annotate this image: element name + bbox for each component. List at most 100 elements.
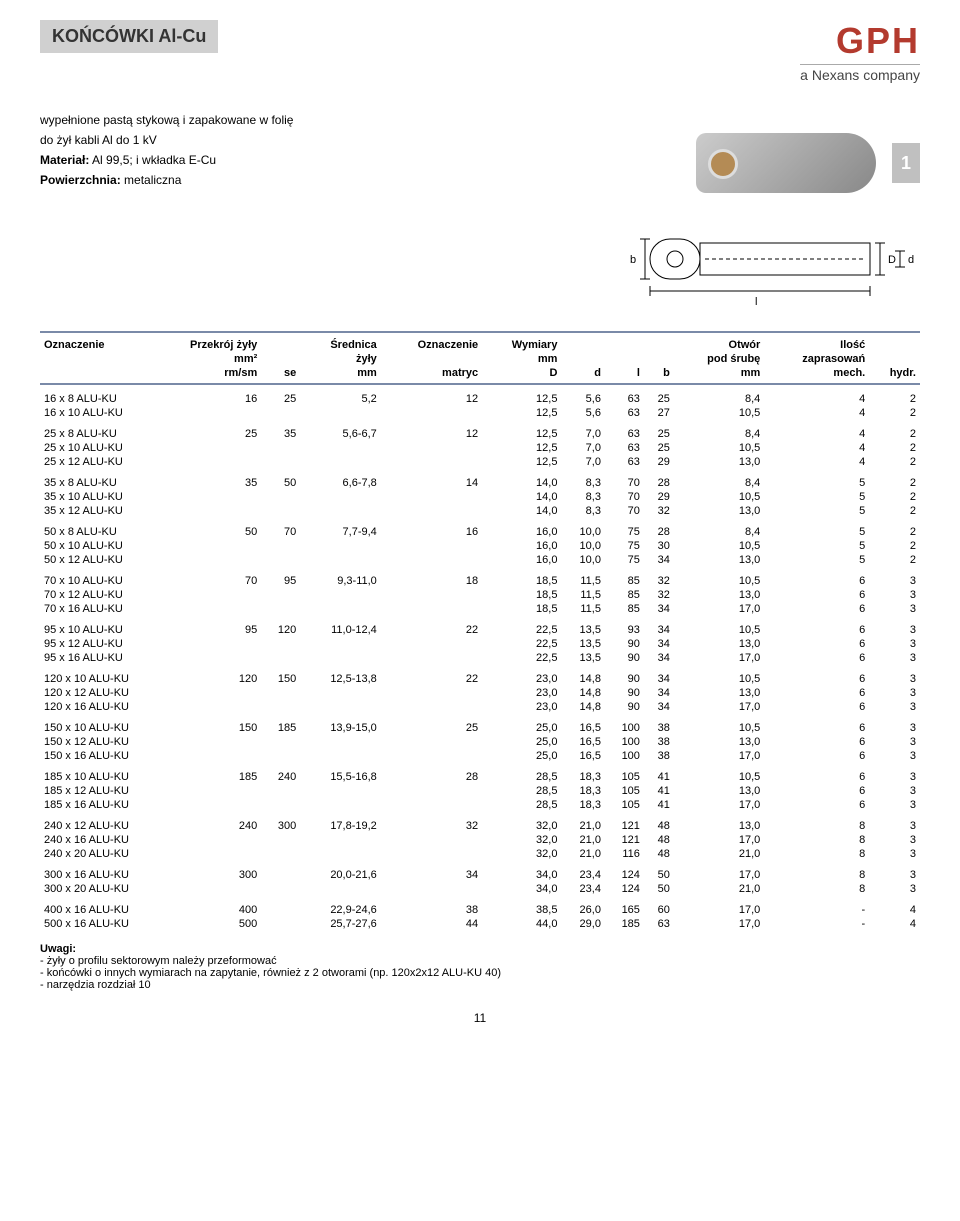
table-cell: 63: [605, 406, 644, 420]
table-cell: [261, 406, 300, 420]
table-row: 70 x 12 ALU-KU18,511,5853213,063: [40, 588, 920, 602]
table-cell: [150, 553, 261, 567]
table-cell: 10,5: [674, 490, 764, 504]
table-cell: [150, 686, 261, 700]
table-body: 16 x 8 ALU-KU16255,21212,55,663258,44216…: [40, 384, 920, 931]
table-cell: -: [764, 896, 869, 917]
table-cell: 8: [764, 833, 869, 847]
table-cell: 8: [764, 847, 869, 861]
table-row: 185 x 10 ALU-KU18524015,5-16,82828,518,3…: [40, 763, 920, 784]
table-cell: 120 x 10 ALU-KU: [40, 665, 150, 686]
table-cell: 8,4: [674, 518, 764, 539]
table-cell: 75: [605, 518, 644, 539]
table-cell: 3: [869, 714, 920, 735]
col-header: b: [644, 366, 674, 384]
table-cell: 17,0: [674, 917, 764, 931]
table-cell: 85: [605, 588, 644, 602]
table-cell: 32: [644, 588, 674, 602]
col-header: [381, 352, 482, 366]
table-cell: 25 x 12 ALU-KU: [40, 455, 150, 469]
table-cell: 34: [644, 553, 674, 567]
table-cell: 50 x 10 ALU-KU: [40, 539, 150, 553]
table-cell: 13,5: [561, 651, 605, 665]
table-cell: 16,0: [482, 518, 561, 539]
table-cell: 16,5: [561, 735, 605, 749]
table-cell: -: [764, 917, 869, 931]
table-cell: 22: [381, 616, 482, 637]
table-cell: [150, 637, 261, 651]
col-header: [261, 352, 300, 366]
table-cell: 150: [261, 665, 300, 686]
table-cell: 3: [869, 665, 920, 686]
table-cell: 150 x 16 ALU-KU: [40, 749, 150, 763]
table-cell: [261, 686, 300, 700]
table-cell: 4: [869, 917, 920, 931]
table-cell: 32: [644, 504, 674, 518]
table-cell: [150, 882, 261, 896]
table-cell: 23,0: [482, 686, 561, 700]
table-cell: 12,5: [482, 420, 561, 441]
table-cell: 8,3: [561, 469, 605, 490]
col-header: [869, 332, 920, 352]
table-cell: [381, 553, 482, 567]
table-cell: 3: [869, 763, 920, 784]
table-cell: 3: [869, 749, 920, 763]
table-cell: [300, 602, 381, 616]
table-cell: 12,5: [482, 384, 561, 406]
col-header: D: [482, 366, 561, 384]
table-cell: 13,0: [674, 553, 764, 567]
table-cell: 23,4: [561, 861, 605, 882]
table-cell: 5,6-6,7: [300, 420, 381, 441]
table-row: 95 x 12 ALU-KU22,513,5903413,063: [40, 637, 920, 651]
table-cell: 124: [605, 861, 644, 882]
table-cell: 13,0: [674, 637, 764, 651]
table-cell: [261, 861, 300, 882]
table-cell: [150, 539, 261, 553]
table-cell: 8,4: [674, 469, 764, 490]
table-cell: 13,5: [561, 637, 605, 651]
col-header: [261, 332, 300, 352]
table-cell: 5,2: [300, 384, 381, 406]
table-row: 70 x 10 ALU-KU70959,3-11,01818,511,58532…: [40, 567, 920, 588]
table-row: 150 x 12 ALU-KU25,016,51003813,063: [40, 735, 920, 749]
table-cell: 2: [869, 469, 920, 490]
table-cell: 48: [644, 847, 674, 861]
table-cell: 3: [869, 616, 920, 637]
table-row: 25 x 12 ALU-KU12,57,0632913,042: [40, 455, 920, 469]
col-header: [644, 332, 674, 352]
table-cell: [150, 784, 261, 798]
table-cell: 25: [644, 384, 674, 406]
table-cell: 150 x 10 ALU-KU: [40, 714, 150, 735]
table-cell: 2: [869, 518, 920, 539]
table-cell: 41: [644, 763, 674, 784]
col-header: mm: [300, 366, 381, 384]
intro-line-4: Powierzchnia: metaliczna: [40, 173, 293, 187]
table-cell: [261, 504, 300, 518]
table-cell: 11,5: [561, 602, 605, 616]
table-cell: 48: [644, 812, 674, 833]
table-cell: [300, 847, 381, 861]
table-cell: [300, 882, 381, 896]
table-cell: 150 x 12 ALU-KU: [40, 735, 150, 749]
table-cell: 18: [381, 567, 482, 588]
table-cell: 17,0: [674, 700, 764, 714]
col-header: rm/sm: [150, 366, 261, 384]
table-cell: 8,4: [674, 384, 764, 406]
table-cell: 4: [764, 406, 869, 420]
table-cell: 21,0: [561, 847, 605, 861]
table-cell: 28,5: [482, 763, 561, 784]
col-header: Wymiary: [482, 332, 561, 352]
table-cell: 25: [381, 714, 482, 735]
table-cell: [300, 455, 381, 469]
table-row: 95 x 10 ALU-KU9512011,0-12,42222,513,593…: [40, 616, 920, 637]
table-cell: 5: [764, 504, 869, 518]
table-cell: 7,0: [561, 441, 605, 455]
table-cell: [381, 504, 482, 518]
table-cell: 70 x 12 ALU-KU: [40, 588, 150, 602]
table-cell: [381, 637, 482, 651]
table-row: 120 x 12 ALU-KU23,014,8903413,063: [40, 686, 920, 700]
table-cell: 70: [605, 469, 644, 490]
table-cell: 7,0: [561, 455, 605, 469]
col-header: [605, 332, 644, 352]
col-header: pod śrubę: [674, 352, 764, 366]
